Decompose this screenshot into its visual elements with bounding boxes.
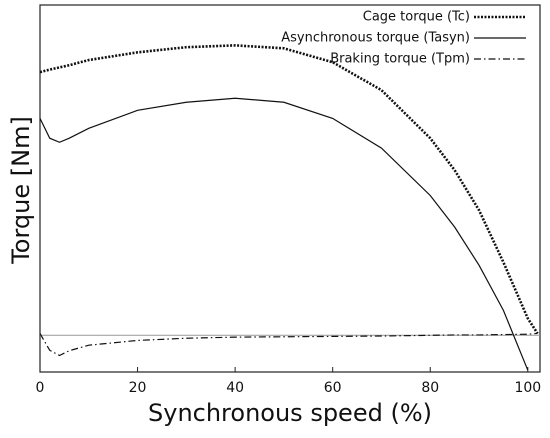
- x-tick-label: 40: [226, 380, 244, 396]
- legend-label: Cage torque (Tc): [363, 10, 470, 25]
- x-tick-label: 80: [421, 380, 439, 396]
- legend-label: Asynchronous torque (Tasyn): [281, 31, 470, 46]
- series-line: [39, 332, 538, 357]
- series-line: [39, 44, 539, 335]
- x-tick-label: 100: [514, 380, 541, 396]
- y-axis-label: Torque [Nm]: [7, 116, 35, 265]
- plot-frame: [39, 4, 541, 373]
- x-tick-label: 60: [324, 380, 342, 396]
- legend-label: Braking torque (Tpm): [330, 52, 470, 67]
- series-line: [39, 97, 529, 371]
- x-axis-label: Synchronous speed (%): [148, 399, 432, 427]
- x-tick-label: 20: [129, 380, 147, 396]
- x-tick-label: 0: [36, 380, 45, 396]
